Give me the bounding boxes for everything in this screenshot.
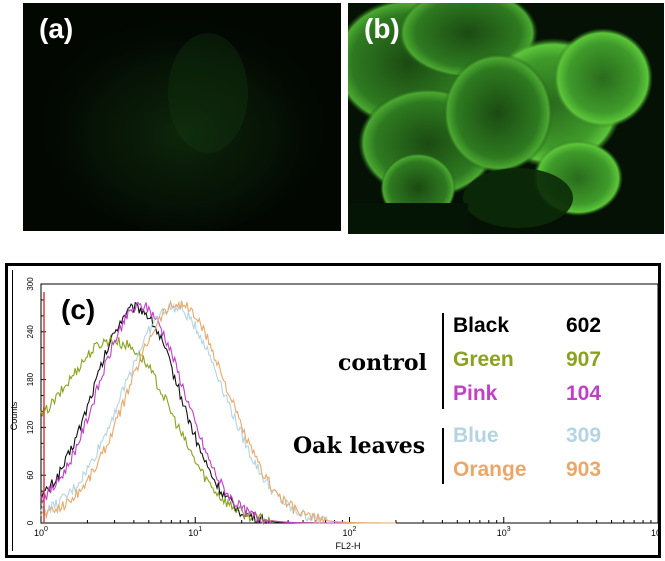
control-bracket: [442, 313, 444, 409]
panel-border-line: [12, 270, 13, 551]
histogram-curve-black: [40, 301, 396, 525]
legend-name-blue: Blue: [453, 424, 499, 447]
y-tick-label: 180: [26, 372, 35, 386]
histogram-chart: 0 60 120 180 240 300 100 101 102 103 104 Counts F…: [9, 277, 658, 551]
y-tick-label: 0: [26, 520, 35, 525]
histogram-curve-blue: [40, 302, 396, 524]
histogram-curve-pink: [40, 301, 396, 525]
y-axis: 0 60 120 180 240 300: [26, 277, 46, 525]
x-tick-label: 100: [34, 526, 48, 538]
legend-name-orange: Orange: [453, 458, 527, 481]
histogram-curve-orange: [40, 299, 396, 525]
x-tick-label: 101: [188, 526, 202, 538]
legend-value-pink: 104: [566, 382, 602, 405]
histogram-curves: [40, 292, 396, 525]
y-tick-label: 240: [26, 325, 35, 339]
oak-bracket: [442, 428, 444, 484]
micrograph-b-image: [348, 3, 664, 234]
y-tick-label: 60: [26, 470, 35, 479]
histogram-panel: 0 60 120 180 240 300 100 101 102 103 104 Counts F…: [5, 263, 661, 558]
legend-name-green: Green: [453, 348, 514, 371]
legend-value-black: 602: [566, 314, 602, 337]
group-label-control: control: [338, 350, 427, 376]
legend-value-orange: 903: [566, 458, 602, 481]
legend-value-blue: 309: [566, 424, 602, 447]
y-tick-label: 300: [26, 277, 35, 291]
x-axis: 100 101 102 103 104: [34, 517, 658, 538]
micrograph-a: (a): [23, 3, 341, 231]
x-tick-label: 102: [343, 526, 357, 538]
group-label-oak: Oak leaves: [293, 433, 426, 459]
legend-value-green: 907: [566, 348, 602, 371]
panel-b-label: (b): [364, 13, 400, 44]
x-axis-label: FL2-H: [335, 541, 360, 551]
x-tick-label: 103: [497, 526, 511, 538]
y-axis-label: Counts: [9, 401, 19, 430]
legend-name-pink: Pink: [453, 382, 498, 405]
x-tick-label: 104: [651, 526, 658, 538]
panel-a-label: (a): [39, 13, 74, 44]
micrograph-b: (b): [348, 3, 664, 234]
legend-name-black: Black: [453, 314, 510, 337]
y-tick-label: 120: [26, 420, 35, 434]
micrograph-a-image: [23, 3, 341, 231]
panel-c-label: (c): [61, 294, 96, 325]
